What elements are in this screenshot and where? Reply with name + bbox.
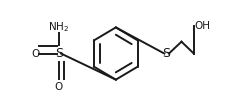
Text: OH: OH [194,21,210,31]
Text: O: O [54,82,63,92]
Text: S: S [162,47,170,60]
Text: S: S [55,47,63,60]
Text: O: O [31,49,40,59]
Text: NH$_2$: NH$_2$ [48,21,69,34]
